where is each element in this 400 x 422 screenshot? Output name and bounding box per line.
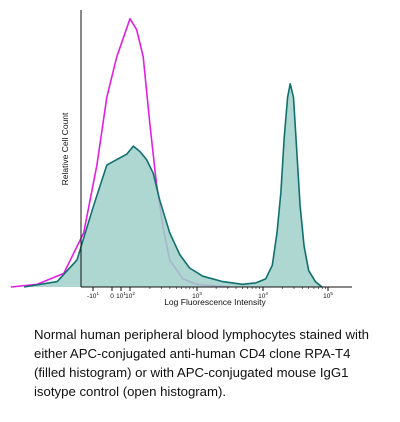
x-tick-label-2: 101 bbox=[116, 291, 126, 300]
x-tick-label-3: 102 bbox=[125, 291, 135, 300]
x-tick-label-0: -101 bbox=[87, 291, 99, 300]
histogram-chart: -101 0 101 102 103 104 105 Log Fluorescence In… bbox=[10, 10, 352, 307]
series-fill-1 bbox=[24, 83, 322, 287]
x-axis-label: Log Fluorescence Intensity bbox=[164, 297, 266, 307]
x-tick-label-5: 104 bbox=[258, 291, 268, 300]
series-line-1 bbox=[23, 83, 323, 288]
x-ticks: -101 0 101 102 103 104 105 bbox=[87, 287, 333, 300]
x-tick-label-6: 105 bbox=[323, 291, 333, 300]
figure-caption: Normal human peripheral blood lymphocyte… bbox=[34, 327, 369, 399]
x-tick-label-4: 103 bbox=[192, 291, 202, 300]
series-layer bbox=[10, 17, 323, 288]
y-axis-label: Relative Cell Count bbox=[60, 112, 70, 185]
x-tick-label-1: 0 bbox=[110, 293, 114, 300]
